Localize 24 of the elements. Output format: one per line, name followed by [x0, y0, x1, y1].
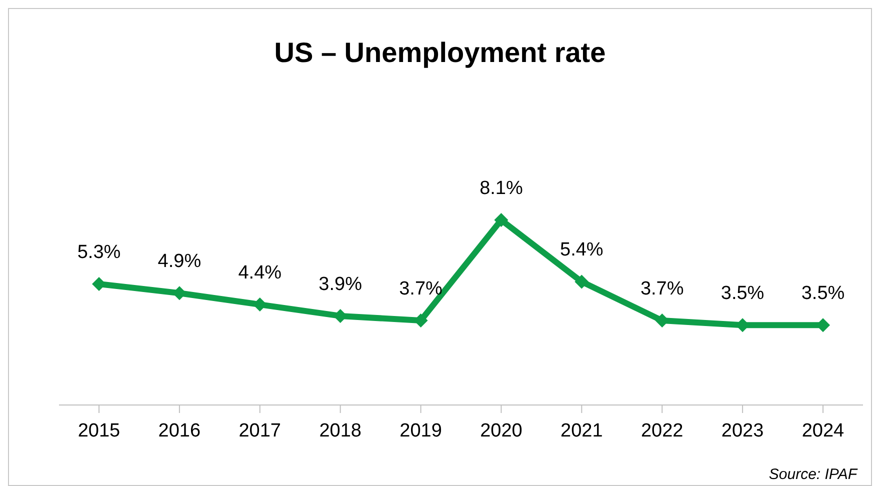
x-tick-label: 2024 — [802, 420, 845, 442]
data-label: 3.5% — [720, 283, 764, 304]
x-tick-label: 2018 — [319, 420, 362, 442]
x-tick-label: 2021 — [560, 420, 603, 442]
x-tick-label: 2023 — [721, 420, 764, 442]
x-tick-label: 2017 — [238, 420, 282, 442]
point — [574, 274, 589, 289]
x-tick-label: 2020 — [480, 420, 522, 442]
data-label: 3.7% — [640, 278, 684, 300]
data-label: 3.5% — [801, 283, 845, 304]
x-tick-label: 2016 — [158, 420, 201, 442]
source-note: Source: IPAF — [768, 466, 857, 483]
data-label: 3.7% — [399, 278, 443, 300]
data-label: 5.3% — [77, 242, 121, 263]
x-tick-label: 2015 — [78, 420, 120, 442]
data-label: 4.9% — [158, 251, 202, 272]
x-tick-label: 2019 — [400, 420, 442, 442]
point — [494, 213, 508, 228]
data-label: 8.1% — [480, 178, 523, 200]
chart-title: US – Unemployment rate — [273, 37, 607, 69]
x-tick-label: 2022 — [640, 420, 684, 442]
data-label: 5.4% — [560, 240, 604, 261]
data-label: 4.4% — [238, 262, 282, 284]
data-label: 3.9% — [318, 274, 362, 295]
